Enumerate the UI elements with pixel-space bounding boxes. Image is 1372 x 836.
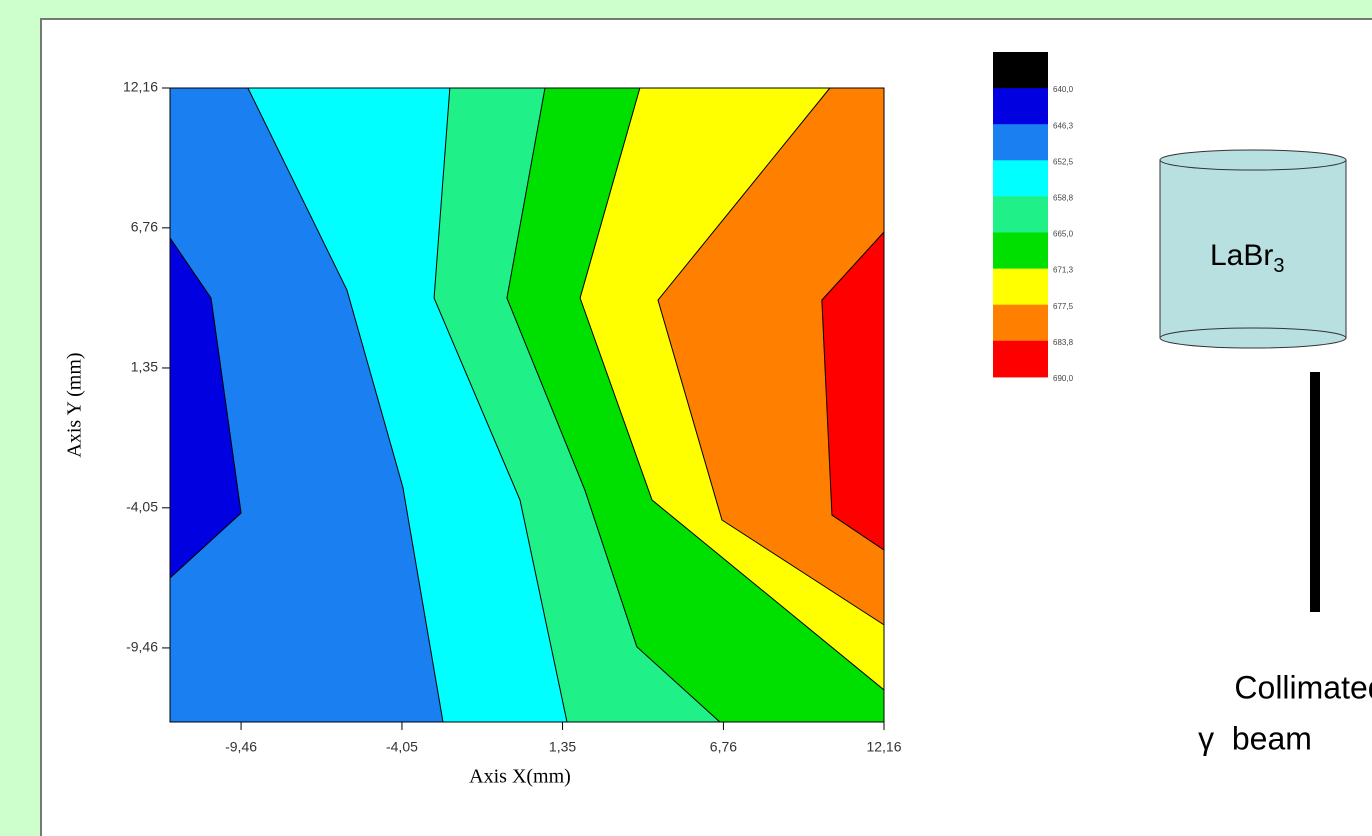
y-tick-label: -4,05 <box>126 499 158 515</box>
colorbar-band <box>993 124 1048 161</box>
colorbar-band <box>993 160 1048 197</box>
detector-name: LaBr <box>1210 239 1273 272</box>
colorbar-labels: 640,0 646,3 652,5 658,8 665,0 671,3 677,5 683,8… <box>1053 85 1074 383</box>
colorbar-label: 646,3 <box>1053 121 1074 130</box>
x-tick-label: -9,46 <box>225 739 257 755</box>
colorbar-label: 652,5 <box>1053 157 1074 166</box>
detector-label: LaBr3 <box>1210 239 1285 277</box>
x-tick-label: 6,76 <box>710 739 737 755</box>
colorbar: 640,0 646,3 652,5 658,8 665,0 671,3 677,5 683,8… <box>993 52 1074 383</box>
colorbar-label: 690,0 <box>1053 374 1074 383</box>
colorbar-label: 671,3 <box>1053 266 1074 275</box>
colorbar-label: 665,0 <box>1053 230 1074 239</box>
colorbar-label: 640,0 <box>1053 85 1074 94</box>
colorbar-label: 677,5 <box>1053 302 1074 311</box>
colorbar-band <box>993 88 1048 125</box>
y-tick-label: 6,76 <box>131 219 158 235</box>
detector-top <box>1159 149 1347 171</box>
detector-subscript: 3 <box>1273 255 1284 277</box>
colorbar-band <box>993 268 1048 306</box>
colorbar-band <box>993 52 1048 89</box>
detector-bottom <box>1159 327 1347 349</box>
beam-label: Collimated <box>1234 669 1372 705</box>
colorbar-band <box>993 340 1048 378</box>
x-tick-label: 12,16 <box>866 739 901 755</box>
contour-plot: -9,46 -4,05 1,35 6,76 12,16 -9,46 -4,05 1,35 6,7… <box>123 79 902 755</box>
x-tick-label: 1,35 <box>549 739 576 755</box>
colorbar-label: 658,8 <box>1053 194 1074 203</box>
beam-label: γ beam <box>1198 720 1312 756</box>
colorbar-band <box>993 196 1048 233</box>
y-tick-label: 12,16 <box>123 79 158 95</box>
colorbar-band <box>993 232 1048 270</box>
plot-frame <box>169 87 885 723</box>
y-tick-label: -9,46 <box>126 639 158 655</box>
x-axis-title: Axis X(mm) <box>469 766 571 788</box>
y-tick-label: 1,35 <box>131 359 158 375</box>
x-tick-label: -4,05 <box>386 739 418 755</box>
colorbar-band <box>993 304 1048 342</box>
colorbar-label: 683,8 <box>1053 338 1074 347</box>
beam-bar <box>1310 372 1320 612</box>
y-axis-title: Axis Y (mm) <box>64 352 86 457</box>
